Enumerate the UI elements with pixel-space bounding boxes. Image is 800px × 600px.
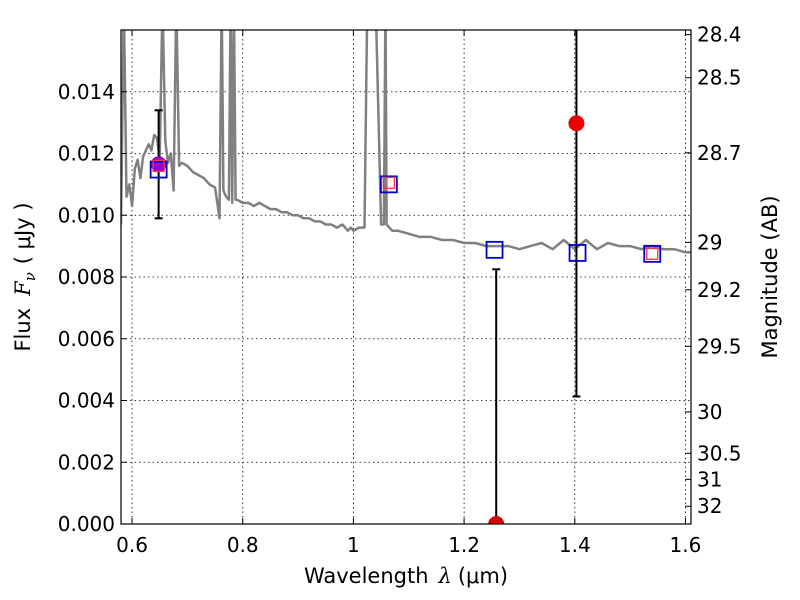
y-tick-label: 0.002 [58, 450, 115, 474]
mag-tick-label: 28.7 [697, 141, 742, 165]
x-tick-label: 1.2 [448, 533, 480, 557]
model-photometry-square [485, 240, 504, 259]
axis-ticks: 0.6 0.8 1 1.2 1.4 1.6 0.000 0.002 0.004 0.006 0.00… [58, 23, 742, 557]
mag-tick-label: 29.5 [697, 334, 742, 358]
x-tick-label: 1 [347, 533, 360, 557]
model-photometry-square [568, 244, 587, 262]
error-bars [154, 30, 581, 524]
model-photometry-square [149, 160, 168, 179]
grid-lines [121, 30, 691, 525]
x-tick-label: 0.8 [227, 533, 259, 557]
x-tick-label: 1.6 [670, 533, 702, 557]
observed-square [152, 159, 165, 173]
mag-tick-label: 31 [697, 467, 722, 491]
x-tick-label: 0.6 [116, 533, 148, 557]
x-tick-label: 1.4 [559, 533, 591, 557]
observed-square [382, 176, 395, 189]
x-axis-label: Wavelength λ (μm) [304, 564, 508, 588]
observed-square [646, 247, 659, 260]
data-markers [149, 115, 662, 524]
model-spectrum-layer [121, 30, 691, 254]
model-photometry-square [379, 175, 398, 194]
y-tick-label: 0.012 [58, 142, 115, 166]
model-spectrum-line [121, 30, 691, 254]
y-tick-label: 0.004 [58, 389, 115, 413]
y-tick-label: 0.006 [58, 327, 115, 351]
model-photometry-square [643, 244, 662, 263]
y2-axis-label: Magnitude (AB) [758, 195, 782, 358]
y-tick-label: 0.014 [58, 80, 115, 104]
mag-tick-label: 30 [697, 400, 722, 424]
y-axis-label: FluxFν( μJy ) [11, 202, 39, 351]
y-tick-label: 0.008 [58, 265, 115, 289]
mag-tick-label: 28.5 [697, 66, 742, 90]
y-tick-label: 0.000 [58, 512, 115, 536]
mag-tick-label: 28.4 [697, 23, 742, 47]
mag-tick-label: 30.5 [697, 441, 742, 465]
y-tick-label: 0.010 [58, 203, 115, 227]
mag-tick-label: 29.2 [697, 278, 742, 302]
mag-tick-label: 29 [697, 230, 722, 254]
mag-tick-label: 32 [697, 494, 722, 518]
observed-point [568, 115, 585, 132]
observed-point [488, 516, 505, 524]
